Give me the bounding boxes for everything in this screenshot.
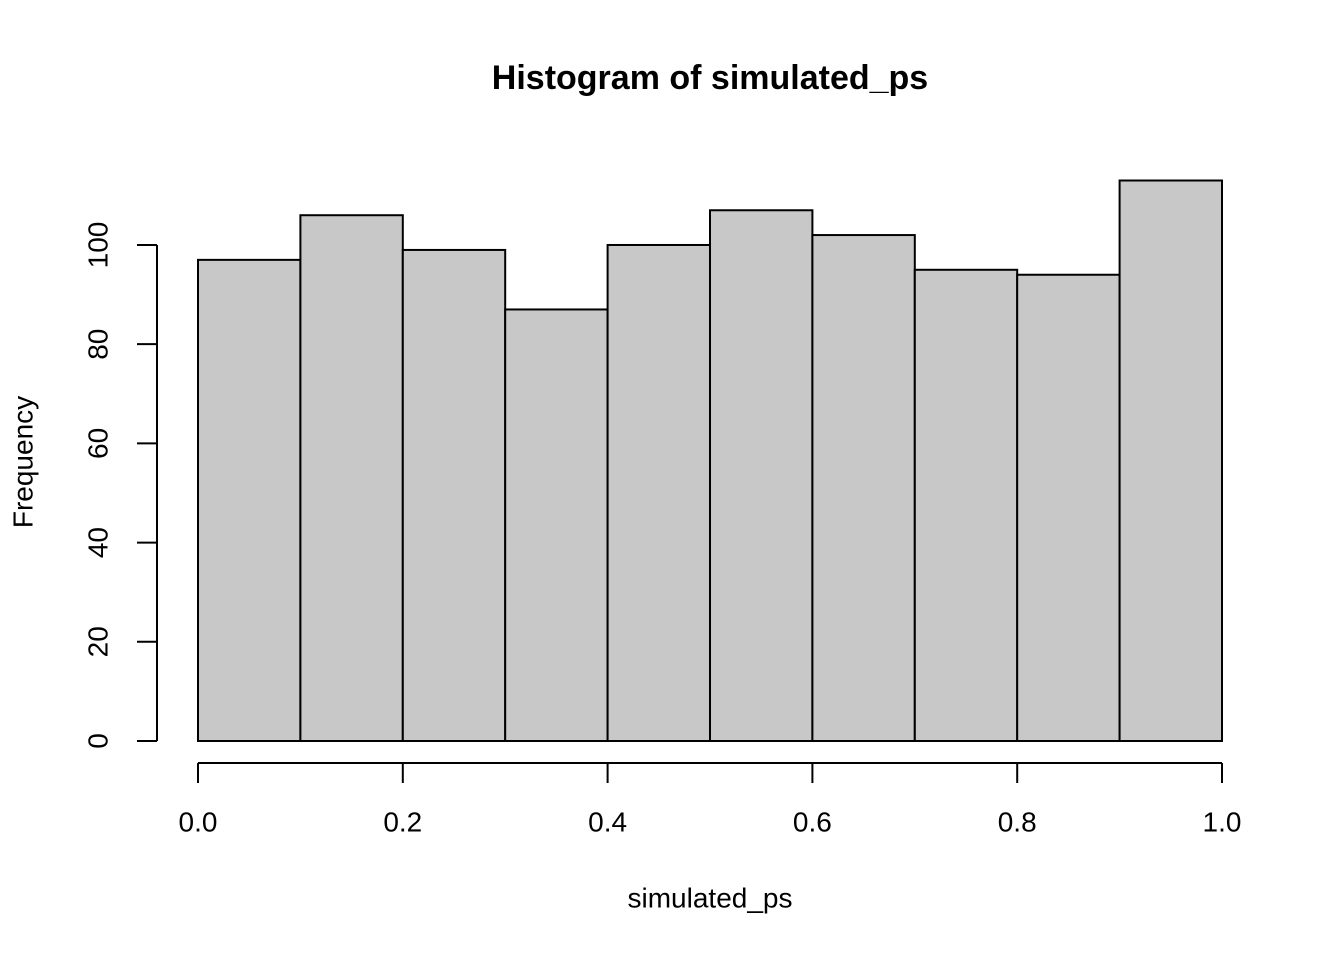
y-axis-label: Frequency: [7, 396, 38, 528]
bar: [1016, 273, 1121, 742]
bar: [913, 268, 1019, 742]
x-tick-label: 0.8: [998, 806, 1037, 837]
chart-title: Histogram of simulated_ps: [492, 59, 928, 97]
bar: [811, 234, 916, 742]
y-tick-label: 0: [82, 733, 113, 749]
bar: [299, 214, 404, 742]
y-tick-label: 40: [82, 527, 113, 558]
bar: [606, 243, 711, 742]
bar: [197, 258, 302, 742]
x-tick-label: 0.6: [793, 806, 832, 837]
bar: [709, 209, 814, 743]
x-tick-label: 0.0: [179, 806, 218, 837]
x-tick-label: 0.4: [588, 806, 627, 837]
bar: [504, 308, 609, 742]
x-tick-label: 1.0: [1203, 806, 1242, 837]
x-tick-label: 0.2: [383, 806, 422, 837]
x-axis-label: simulated_ps: [628, 882, 793, 913]
y-tick-label: 80: [82, 329, 113, 360]
y-tick-label: 20: [82, 626, 113, 657]
bar: [401, 248, 507, 742]
y-tick-label: 60: [82, 428, 113, 459]
bar: [1118, 179, 1223, 742]
y-tick-label: 100: [82, 222, 113, 269]
